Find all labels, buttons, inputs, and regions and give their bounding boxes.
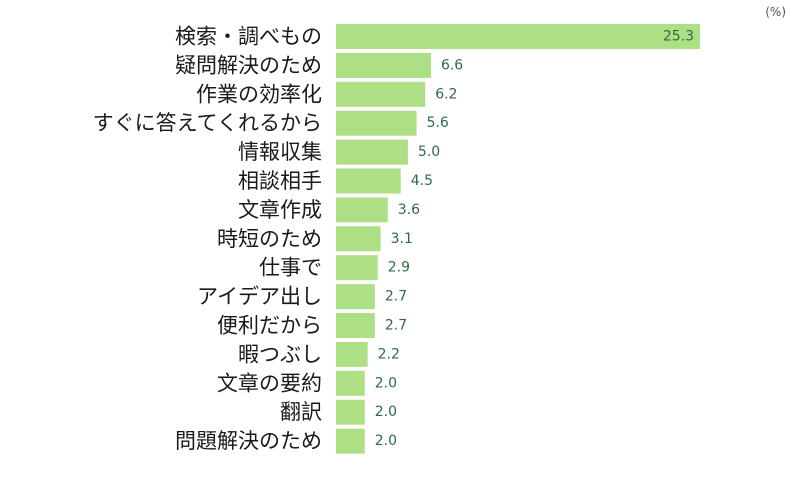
value-label: 5.0 xyxy=(418,144,440,160)
bar xyxy=(336,370,365,396)
value-label: 2.0 xyxy=(375,375,397,391)
value-label: 6.2 xyxy=(435,86,457,102)
category-label: 仕事で xyxy=(259,256,322,280)
bar xyxy=(336,52,431,78)
value-label: 6.6 xyxy=(441,57,463,73)
category-label: 情報収集 xyxy=(238,140,322,164)
category-label: すぐに答えてくれるから xyxy=(93,111,322,135)
category-label: 文章の要約 xyxy=(217,371,322,395)
category-label: 文章作成 xyxy=(238,198,322,222)
bars-group: 検索・調べもの 25.3 疑問解決のため 6.6 作業の効率化 6.2 すぐに答えてくれるか… xyxy=(93,24,700,454)
category-label: 時短のため xyxy=(217,227,322,251)
bar xyxy=(336,226,381,252)
value-label: 2.0 xyxy=(375,433,397,449)
bar xyxy=(336,168,401,194)
value-label: 2.2 xyxy=(378,346,400,362)
unit-label: (%) xyxy=(765,5,786,19)
bar xyxy=(336,313,375,338)
bar xyxy=(336,255,378,281)
value-label: 4.5 xyxy=(411,173,433,189)
value-label: 5.6 xyxy=(427,115,449,131)
category-label: 問題解決のため xyxy=(175,429,322,453)
category-label: アイデア出し xyxy=(197,285,322,309)
bar xyxy=(336,110,417,136)
bar xyxy=(336,139,408,165)
category-label: 作業の効率化 xyxy=(196,82,322,106)
bar xyxy=(336,341,368,367)
value-label: 2.9 xyxy=(388,260,410,276)
category-label: 相談相手 xyxy=(238,169,322,193)
bar xyxy=(336,428,365,454)
category-label: 翻訳 xyxy=(280,400,322,424)
value-label: 3.1 xyxy=(391,231,413,247)
category-label: 暇つぶし xyxy=(238,342,322,366)
bar xyxy=(336,197,388,223)
value-label: 3.6 xyxy=(398,202,420,218)
value-label: 25.3 xyxy=(663,29,694,45)
category-label: 検索・調べもの xyxy=(175,25,322,49)
bar xyxy=(336,24,700,49)
category-label: 便利だから xyxy=(217,314,322,338)
value-label: 2.0 xyxy=(375,404,397,420)
bar xyxy=(336,399,365,425)
bar xyxy=(336,284,375,310)
value-label: 2.7 xyxy=(385,289,407,305)
bar xyxy=(336,81,426,107)
value-label: 2.7 xyxy=(385,318,407,334)
category-label: 疑問解決のため xyxy=(175,53,322,77)
